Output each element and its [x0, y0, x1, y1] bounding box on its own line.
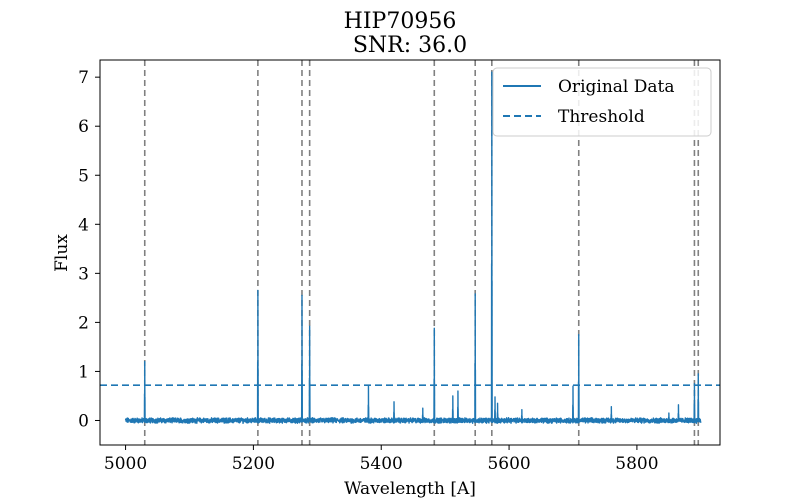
y-tick-label-1: 1 [78, 362, 89, 382]
legend-entry-threshold: Threshold [558, 107, 645, 127]
x-tick-label-5400: 5400 [360, 454, 403, 474]
y-tick-label-5: 5 [78, 166, 89, 186]
y-tick-label-4: 4 [78, 215, 89, 235]
x-tick-label-5000: 5000 [104, 454, 147, 474]
x-axis-label: Wavelength [A] [344, 479, 476, 499]
y-axis: 0 1 2 3 4 5 6 7 [78, 68, 100, 431]
y-tick-label-2: 2 [78, 313, 89, 333]
legend-box [492, 67, 712, 137]
series-original-data [124, 71, 702, 425]
x-axis: 5000 5200 5400 5600 5800 [104, 445, 659, 474]
x-tick-label-5600: 5600 [487, 454, 530, 474]
y-tick-label-7: 7 [78, 68, 89, 88]
chart-title: HIP70956 [344, 9, 457, 34]
legend: Original Data Threshold [492, 67, 712, 137]
x-tick-label-5200: 5200 [232, 454, 275, 474]
y-tick-label-6: 6 [78, 117, 89, 137]
plot-area [100, 60, 720, 445]
y-axis-label: Flux [52, 234, 72, 272]
y-tick-label-3: 3 [78, 264, 89, 284]
chart-subtitle: SNR: 36.0 [353, 33, 467, 58]
legend-entry-original-data: Original Data [558, 77, 674, 97]
x-tick-label-5800: 5800 [615, 454, 658, 474]
plot-frame [99, 59, 721, 446]
y-tick-label-0: 0 [78, 411, 89, 431]
